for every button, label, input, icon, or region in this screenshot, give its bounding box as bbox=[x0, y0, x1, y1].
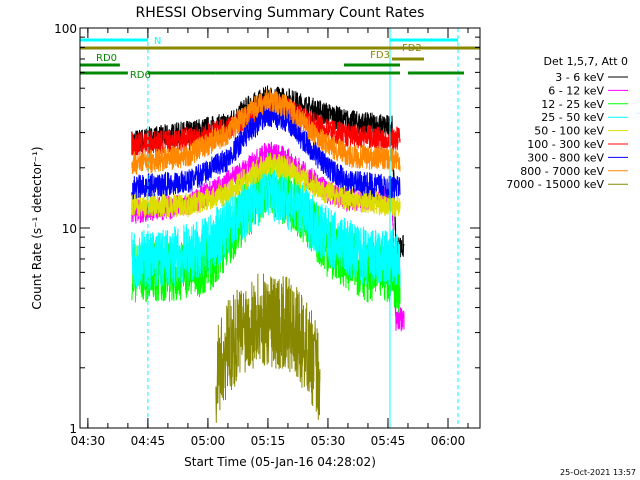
legend-label-1: 3 - 6 keV bbox=[555, 71, 604, 84]
plot-frame bbox=[79, 27, 481, 429]
flag-label-1: N bbox=[154, 36, 161, 47]
legend-label-3: 12 - 25 keV bbox=[541, 98, 604, 111]
y-tick-label-2: 10 bbox=[62, 222, 77, 236]
axes: 1 10 100 04:30 04:45 05:00 05:15 05:30 05:45 06:0… bbox=[54, 22, 480, 448]
legend-label-7: 300 - 800 keV bbox=[527, 151, 604, 164]
chart-title: RHESSI Observing Summary Count Rates bbox=[136, 5, 425, 21]
legend-label-5: 50 - 100 keV bbox=[534, 125, 604, 138]
x-tick-label-6: 05:45 bbox=[371, 434, 406, 448]
series-line-9 bbox=[215, 273, 321, 423]
series-line-5 bbox=[131, 151, 401, 218]
x-tick-label-5: 05:30 bbox=[311, 434, 346, 448]
series-line-8 bbox=[131, 88, 401, 175]
legend-title: Det 1,5,7, Att 0 bbox=[544, 55, 628, 68]
plot-area: N FD2 FD3 RD0 RD6 bbox=[79, 28, 480, 428]
flag-label-3: FD3 bbox=[370, 50, 390, 61]
x-tick-label-2: 04:45 bbox=[131, 434, 166, 448]
flag-label-4: RD0 bbox=[96, 53, 117, 64]
y-axis-title: Count Rate (s⁻¹ detector⁻¹) bbox=[30, 146, 44, 309]
series-line-4 bbox=[131, 160, 401, 290]
legend-label-2: 6 - 12 keV bbox=[548, 84, 604, 97]
x-tick-label-1: 04:30 bbox=[71, 434, 106, 448]
legend-label-6: 100 - 300 keV bbox=[527, 138, 604, 151]
y-tick-label-3: 100 bbox=[54, 22, 77, 36]
legend-label-9: 7000 - 15000 keV bbox=[506, 178, 604, 191]
flag-label-5: RD6 bbox=[130, 70, 151, 81]
x-tick-label-4: 05:15 bbox=[251, 434, 286, 448]
legend-label-8: 800 - 7000 keV bbox=[520, 165, 604, 178]
timestamp: 25-Oct-2021 13:57 bbox=[560, 468, 636, 477]
x-tick-label-3: 05:00 bbox=[191, 434, 226, 448]
x-axis-title: Start Time (05-Jan-16 04:28:02) bbox=[184, 455, 376, 469]
x-tick-label-7: 06:00 bbox=[431, 434, 466, 448]
legend-label-4: 25 - 50 keV bbox=[541, 111, 604, 124]
y-tick-label-1: 1 bbox=[69, 422, 77, 436]
flag-label-2: FD2 bbox=[402, 43, 422, 54]
